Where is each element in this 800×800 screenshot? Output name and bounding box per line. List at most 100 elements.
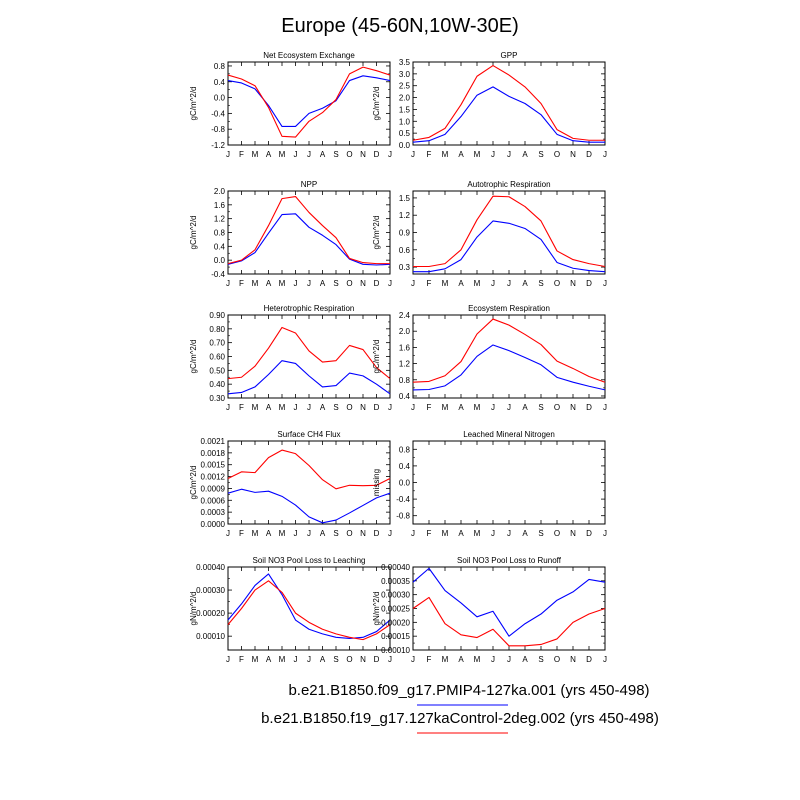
- y-tick-label: 0.00040: [381, 563, 410, 572]
- series-line-8-1: [227, 580, 391, 641]
- x-tick-label: S: [538, 279, 543, 288]
- x-tick-label: J: [603, 403, 607, 412]
- y-axis-label-8: gN/m^2/d: [189, 592, 198, 626]
- x-tick-label: J: [294, 403, 298, 412]
- x-tick-label: J: [307, 655, 311, 664]
- x-tick-label: D: [586, 150, 592, 159]
- y-tick-label: 0.0018: [201, 449, 226, 458]
- x-tick-label: M: [474, 529, 481, 538]
- series-line-2-0: [227, 213, 391, 266]
- x-tick-label: O: [554, 279, 560, 288]
- x-tick-label: J: [411, 655, 415, 664]
- series-line-0-0: [227, 75, 391, 127]
- y-tick-label: 0.90: [209, 311, 225, 320]
- x-tick-label: A: [458, 655, 464, 664]
- y-tick-label: 0.0012: [201, 473, 226, 482]
- y-tick-label: 0.0: [214, 256, 226, 265]
- y-tick-label: 0.8: [399, 376, 411, 385]
- x-tick-label: J: [388, 150, 392, 159]
- x-tick-label: A: [522, 529, 528, 538]
- x-tick-label: M: [279, 150, 286, 159]
- x-tick-label: J: [307, 529, 311, 538]
- x-tick-label: D: [374, 403, 380, 412]
- x-tick-label: A: [522, 403, 528, 412]
- x-tick-label: S: [333, 403, 338, 412]
- x-tick-label: O: [346, 403, 352, 412]
- x-tick-label: J: [507, 150, 511, 159]
- y-tick-label: 0.00030: [196, 586, 225, 595]
- x-tick-label: J: [491, 150, 495, 159]
- x-tick-label: F: [239, 279, 244, 288]
- x-tick-label: M: [442, 655, 449, 664]
- x-tick-label: O: [346, 279, 352, 288]
- x-tick-label: S: [333, 655, 338, 664]
- y-tick-label: 2.4: [399, 311, 411, 320]
- x-tick-label: O: [346, 150, 352, 159]
- y-axis-label-0: gC/m^2/d: [189, 87, 198, 121]
- x-tick-label: M: [252, 150, 259, 159]
- y-tick-label: 2.0: [214, 187, 226, 196]
- figure-title: Europe (45-60N,10W-30E): [281, 15, 519, 37]
- y-tick-label: 0.5: [399, 129, 411, 138]
- x-tick-label: F: [239, 529, 244, 538]
- y-tick-label: -0.8: [211, 125, 225, 134]
- y-axis-label-6: gC/m^2/d: [189, 466, 198, 500]
- x-tick-label: F: [239, 150, 244, 159]
- x-tick-label: O: [554, 655, 560, 664]
- y-tick-label: 0.0015: [201, 461, 226, 470]
- y-tick-label: 0.00040: [196, 563, 225, 572]
- y-tick-label: 0.0009: [201, 484, 226, 493]
- y-tick-label: 0.70: [209, 339, 225, 348]
- y-axis-label-7: missing: [372, 469, 381, 496]
- x-tick-label: J: [603, 655, 607, 664]
- x-tick-label: D: [374, 150, 380, 159]
- x-tick-label: J: [491, 529, 495, 538]
- x-tick-label: J: [307, 150, 311, 159]
- series-line-4-1: [227, 326, 391, 380]
- y-tick-label: -0.8: [396, 512, 410, 521]
- y-tick-label: 0.6: [399, 246, 411, 255]
- y-tick-label: 0.8: [214, 229, 226, 238]
- panel-title-5: Ecosystem Respiration: [468, 304, 550, 313]
- y-tick-label: 1.2: [399, 360, 411, 369]
- x-tick-label: J: [507, 403, 511, 412]
- x-tick-label: J: [507, 279, 511, 288]
- x-tick-label: F: [427, 655, 432, 664]
- x-tick-label: J: [491, 279, 495, 288]
- y-tick-label: 0.8: [399, 445, 411, 454]
- x-tick-label: A: [266, 655, 272, 664]
- y-tick-label: 0.4: [214, 78, 226, 87]
- x-tick-label: M: [279, 529, 286, 538]
- x-tick-label: N: [360, 150, 366, 159]
- x-tick-label: N: [570, 655, 576, 664]
- y-axis-label-4: gC/m^2/d: [189, 340, 198, 374]
- x-tick-label: J: [507, 529, 511, 538]
- x-tick-label: O: [554, 403, 560, 412]
- y-tick-label: 0.0021: [201, 437, 226, 446]
- x-tick-label: S: [333, 529, 338, 538]
- x-tick-label: M: [474, 279, 481, 288]
- y-axis-label-5: gC/m^2/d: [372, 340, 381, 374]
- x-tick-label: A: [320, 529, 326, 538]
- legend-label-0: b.e21.B1850.f09_g17.PMIP4-127ka.001 (yrs…: [288, 682, 649, 699]
- y-tick-label: 0.60: [209, 353, 225, 362]
- x-tick-label: N: [360, 529, 366, 538]
- x-tick-label: A: [458, 403, 464, 412]
- panel-title-7: Leached Mineral Nitrogen: [463, 430, 555, 439]
- y-tick-label: 0.00010: [196, 632, 225, 641]
- x-tick-label: M: [474, 403, 481, 412]
- x-tick-label: J: [294, 655, 298, 664]
- y-tick-label: 1.5: [399, 105, 411, 114]
- y-tick-label: 0.0: [399, 141, 411, 150]
- x-tick-label: J: [491, 655, 495, 664]
- x-tick-label: S: [538, 529, 543, 538]
- x-tick-label: O: [346, 529, 352, 538]
- y-tick-label: 1.2: [214, 215, 226, 224]
- y-tick-label: 0.8: [214, 62, 226, 71]
- y-tick-label: 1.0: [399, 117, 411, 126]
- x-tick-label: S: [538, 150, 543, 159]
